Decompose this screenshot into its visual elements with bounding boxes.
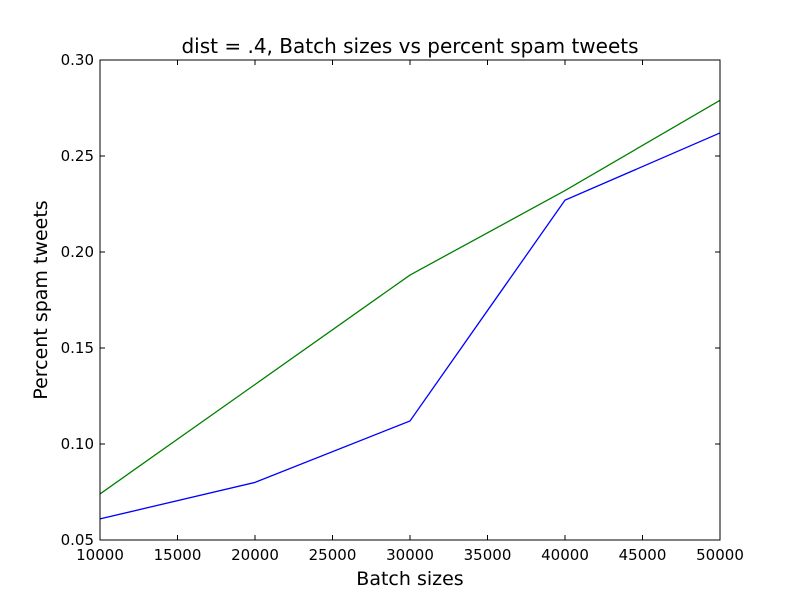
y-axis-label: Percent spam tweets [30,200,52,399]
series-line-2 [99,99,721,495]
series-layer [99,99,721,520]
ticks-layer: 10000 15000 20000 25000 30000 35000 40000 45000… [61,51,744,564]
series-line-1 [99,132,721,520]
y-tick-label: 0.15 [61,339,94,357]
x-tick-label: 25000 [309,546,357,564]
x-tick-label: 40000 [541,546,589,564]
x-tick-label: 20000 [231,546,279,564]
x-tick-label: 10000 [76,546,124,564]
plot-frame [99,59,721,541]
x-tick-label: 35000 [464,546,512,564]
x-tick-label: 30000 [386,546,434,564]
y-tick-label: 0.10 [61,435,94,453]
y-tick-label: 0.30 [61,51,94,69]
chart-title: dist = .4, Batch sizes vs percent spam t… [181,34,638,58]
x-axis-label: Batch sizes [356,568,463,590]
y-tick-label: 0.05 [61,531,94,549]
x-tick-label: 15000 [154,546,202,564]
y-tick-label: 0.25 [61,147,94,165]
x-tick-label: 50000 [696,546,744,564]
x-tick-label: 45000 [619,546,667,564]
y-tick-label: 0.20 [61,243,94,261]
